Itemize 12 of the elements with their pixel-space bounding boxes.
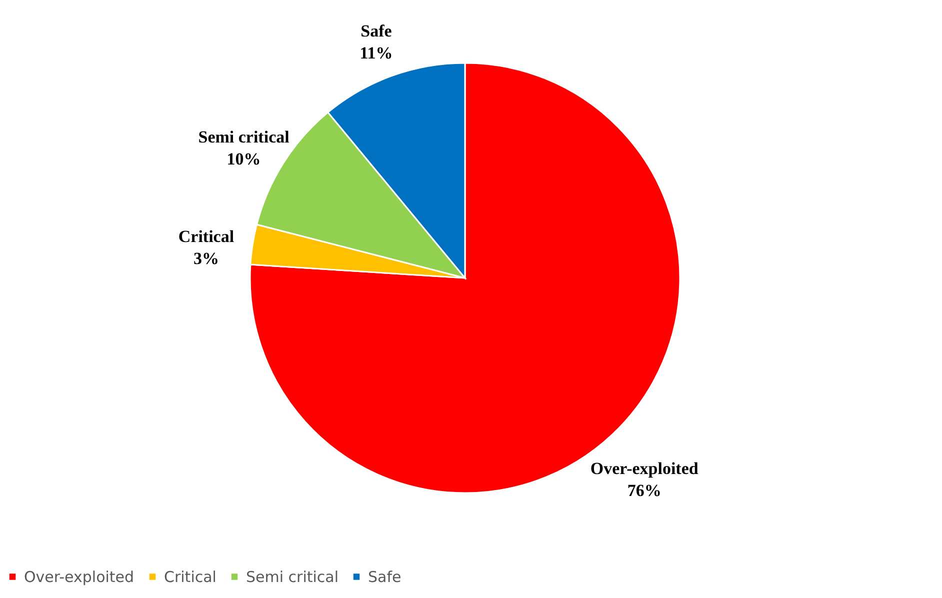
slice-label: Safe: [360, 21, 392, 40]
data-label: 11%: [360, 43, 393, 62]
slice-label: Semi critical: [198, 128, 290, 147]
legend-label: Semi critical: [246, 568, 339, 586]
slice-label: Critical: [178, 227, 234, 246]
legend-label: Safe: [368, 568, 402, 586]
data-label: 3%: [193, 249, 219, 268]
slice-label: Over-exploited: [590, 458, 699, 478]
data-label: 10%: [226, 150, 261, 169]
legend-label: Critical: [164, 568, 216, 586]
legend-label: Over-exploited: [24, 568, 134, 586]
data-label: 76%: [627, 480, 662, 500]
